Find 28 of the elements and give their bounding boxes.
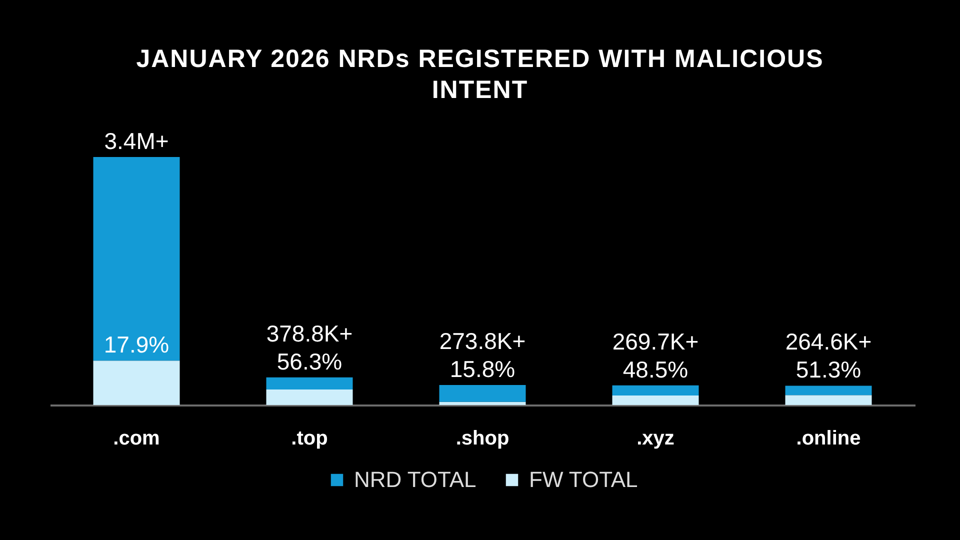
- bar: [439, 385, 526, 402]
- annotation: 3.4M+: [104, 128, 169, 154]
- legend-label: FW TOTAL: [529, 467, 638, 492]
- annotation: 48.5%: [622, 356, 688, 382]
- bar: [93, 157, 180, 361]
- annotation: 56.3%: [276, 348, 342, 374]
- annotation: 15.8%: [450, 356, 516, 382]
- annotation: 17.9%: [104, 332, 170, 358]
- bar: [612, 385, 699, 396]
- x-tick-label: .online: [796, 428, 861, 450]
- bar: [785, 386, 872, 396]
- bar: [612, 395, 699, 405]
- annotation: 269.7K+: [612, 328, 699, 354]
- bar: [93, 360, 180, 405]
- bar: [266, 377, 353, 390]
- annotation: 264.6K+: [785, 328, 872, 355]
- x-tick-label: .com: [113, 428, 160, 450]
- x-tick-label: .xyz: [636, 428, 674, 450]
- x-tick-label: .top: [291, 428, 328, 450]
- bar: [785, 395, 872, 405]
- annotation: 378.8K+: [266, 320, 353, 346]
- annotation: 51.3%: [796, 356, 862, 383]
- x-tick-label: .shop: [456, 428, 510, 450]
- annotation: 273.8K+: [439, 328, 526, 354]
- bar: [266, 389, 353, 405]
- chart-title: JANUARY 2026 NRDs REGISTERED WITH MALICIOUS INTENT: [135, 44, 825, 106]
- legend-label: NRD TOTAL: [354, 467, 476, 492]
- bar: [439, 402, 526, 405]
